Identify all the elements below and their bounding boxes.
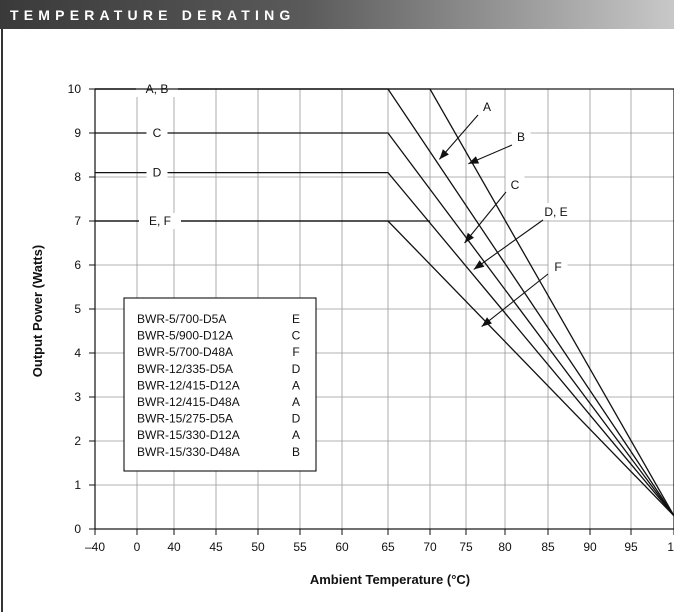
x-tick-label: 95 xyxy=(624,540,638,554)
series-label-bg xyxy=(146,125,168,141)
y-tick-label: 1 xyxy=(74,478,81,492)
x-tick-label: 55 xyxy=(293,540,307,554)
callout-label: F xyxy=(554,260,561,274)
callout-label-bg xyxy=(477,98,497,115)
callout-leader xyxy=(464,191,507,244)
series-line-f xyxy=(95,220,674,517)
callout-arrowhead xyxy=(468,156,480,164)
y-tick-label: 4 xyxy=(74,346,81,360)
y-tick-label: 5 xyxy=(74,302,81,316)
x-tick-label: 90 xyxy=(583,540,597,554)
x-tick-label: 50 xyxy=(251,540,265,554)
legend-model: BWR-5/900-D12A xyxy=(137,329,233,343)
x-tick-label: 70 xyxy=(423,540,437,554)
series-label-bg xyxy=(139,213,181,229)
legend-model: BWR-15/330-D12A xyxy=(137,428,240,442)
callout-arrowhead xyxy=(473,260,485,270)
callout-label: D, E xyxy=(544,205,567,219)
callout-label-bg xyxy=(505,176,525,193)
callout-label-bg xyxy=(511,128,531,145)
series-line-d xyxy=(95,171,674,517)
series-label: E, F xyxy=(149,214,171,228)
x-tick-label: 80 xyxy=(498,540,512,554)
series-label-bg xyxy=(146,164,168,181)
legend-curve: E xyxy=(292,312,300,326)
section-title: TEMPERATURE DERATING xyxy=(10,7,296,23)
x-tick-label: 10 xyxy=(667,540,674,554)
legend-curve: A xyxy=(292,378,300,392)
y-tick-label: 10 xyxy=(68,82,82,96)
legend-curve: D xyxy=(292,362,301,376)
callout-label: B xyxy=(517,130,525,144)
y-axis-title: Output Power (Watts) xyxy=(30,245,45,377)
x-tick-label: 65 xyxy=(381,540,395,554)
legend-curve: D xyxy=(292,412,301,426)
callout-arrowhead xyxy=(439,149,449,160)
legend-curve: C xyxy=(292,329,301,343)
y-tick-label: 0 xyxy=(74,522,81,536)
x-tick-label: 45 xyxy=(209,540,223,554)
section-header: TEMPERATURE DERATING xyxy=(0,0,674,29)
legend-model: BWR-12/335-D5A xyxy=(137,362,233,376)
x-tick-label: 85 xyxy=(541,540,555,554)
legend-model: BWR-15/330-D48A xyxy=(137,445,240,459)
legend-model: BWR-5/700-D48A xyxy=(137,345,233,359)
callout-arrowhead xyxy=(481,317,492,327)
callout-label: C xyxy=(511,178,520,192)
y-tick-label: 2 xyxy=(74,434,81,448)
legend-model: BWR-15/275-D5A xyxy=(137,412,233,426)
callout-label-bg xyxy=(536,203,576,220)
series-line-c xyxy=(95,132,674,517)
x-tick-label: 75 xyxy=(459,540,473,554)
y-tick-label: 8 xyxy=(74,170,81,184)
x-tick-label: 0 xyxy=(134,540,141,554)
legend-curve: A xyxy=(292,395,300,409)
callout-arrowhead xyxy=(464,232,474,243)
legend: BWR-5/700-D5A E BWR-5/900-D12A C BWR-5/700-D… xyxy=(123,297,317,472)
callout-leader xyxy=(473,219,544,270)
callout-label-bg xyxy=(548,258,568,275)
left-border xyxy=(1,29,3,612)
y-tick-label: 6 xyxy=(74,258,81,272)
legend-box xyxy=(123,297,317,472)
series-label: C xyxy=(153,126,162,140)
x-tick-label: 60 xyxy=(335,540,349,554)
legend-model: BWR-12/415-D12A xyxy=(137,378,240,392)
legend-curve: A xyxy=(292,428,300,442)
x-axis-title: Ambient Temperature (°C) xyxy=(310,572,470,587)
series-label: D xyxy=(153,166,162,180)
legend-model: BWR-5/700-D5A xyxy=(137,312,226,326)
y-tick-label: 3 xyxy=(74,390,81,404)
legend-model: BWR-12/415-D48A xyxy=(137,395,240,409)
x-tick-label: –40 xyxy=(85,540,105,554)
callout-label: A xyxy=(483,100,491,114)
y-tick-label: 9 xyxy=(74,126,81,140)
slope-callouts: A B C D, E F xyxy=(438,98,576,328)
x-tick-label: 40 xyxy=(167,540,181,554)
axes: –400404550556065707580859095100123456789… xyxy=(68,82,674,554)
legend-curve: F xyxy=(292,345,299,359)
legend-curve: B xyxy=(292,445,300,459)
y-tick-label: 7 xyxy=(74,214,81,228)
callout-leader xyxy=(481,273,549,328)
